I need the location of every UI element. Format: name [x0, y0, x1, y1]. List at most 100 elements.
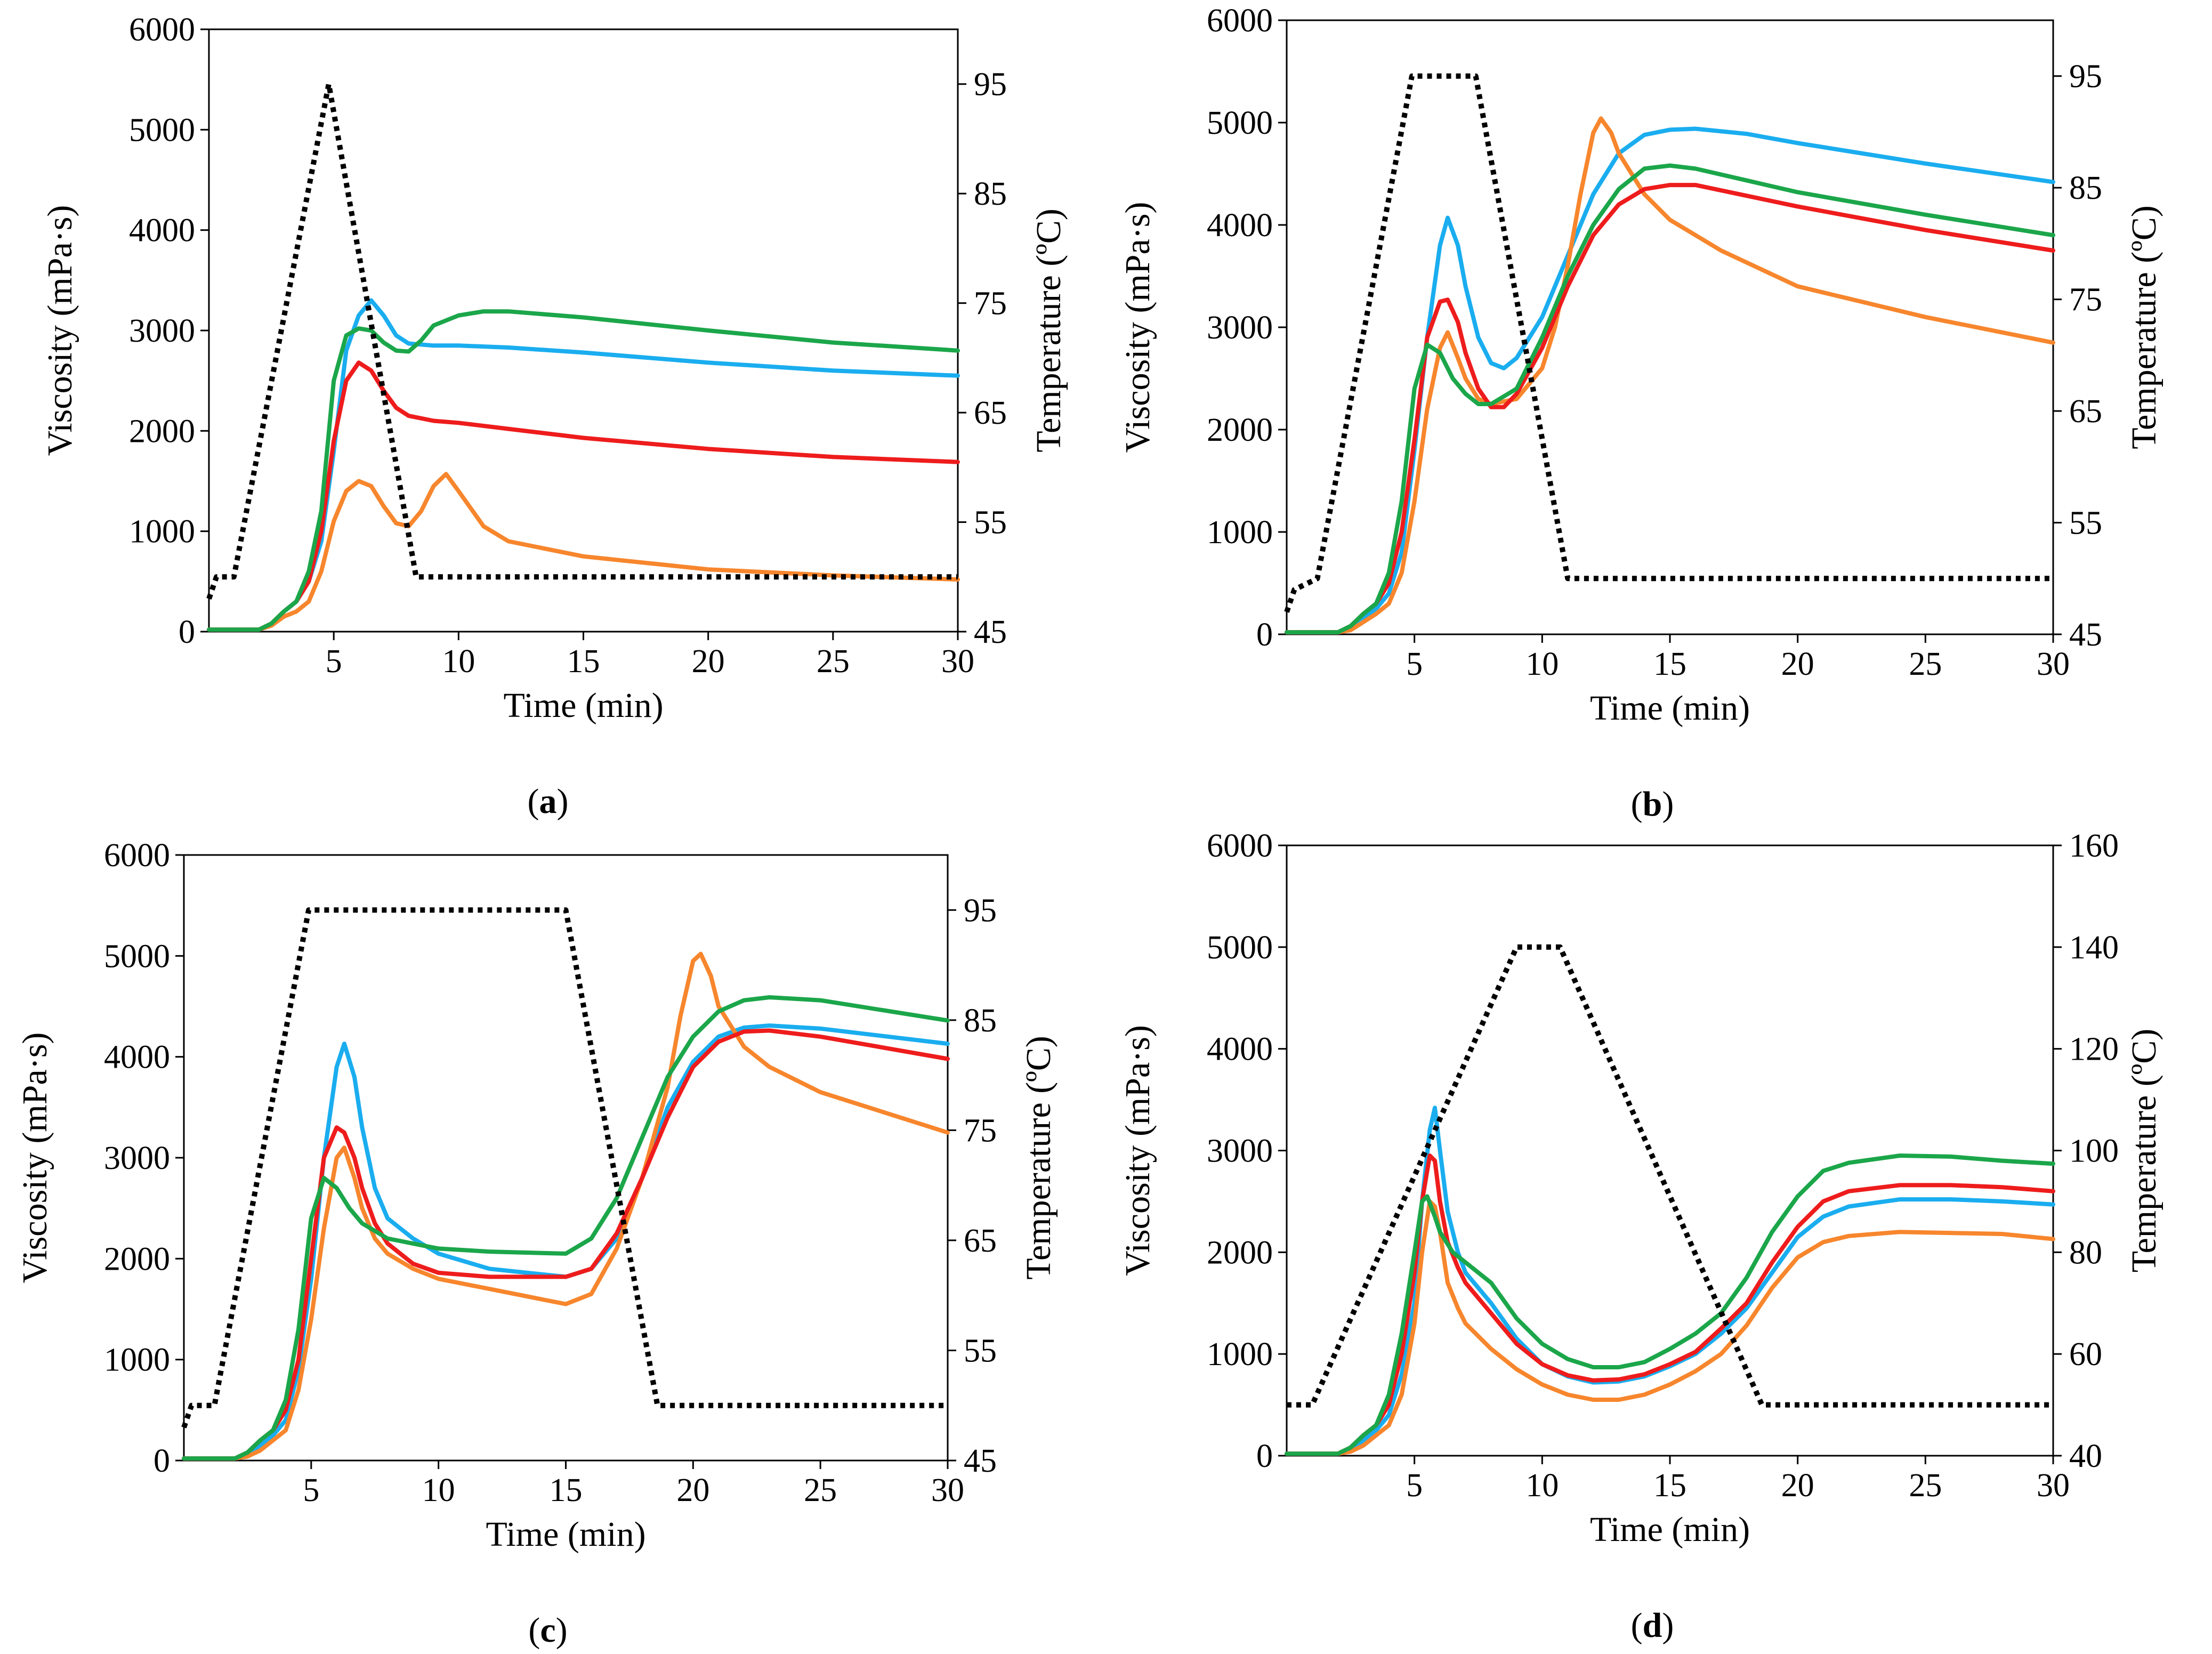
panel-a: 5 10 15 20 25 30 0 1000 2000 3000 4000 5000 6000 45 55… [41, 12, 1068, 821]
y2-tick-label: 95 [2069, 59, 2102, 95]
y2-tick-label: 140 [2069, 930, 2119, 966]
y2-tick-label: 75 [974, 286, 1007, 322]
x-tick-label: 25 [817, 643, 850, 680]
y2-tick-label: 55 [964, 1333, 997, 1369]
y-axis-title: Viscosity (mPa·s) [41, 205, 79, 456]
y-tick-label: 1000 [1207, 1336, 1273, 1373]
y2-tick-label: 85 [964, 1003, 997, 1039]
panel-label: (b) [1631, 785, 1674, 824]
series-line-temperature [181, 907, 948, 1429]
y-tick-label: 0 [1256, 617, 1273, 653]
y2-tick-label: 100 [2069, 1133, 2119, 1169]
panel-c: 5 10 15 20 25 30 0 1000 2000 3000 4000 5000 6000 45 55… [15, 837, 1058, 1650]
x-tick-label: 30 [941, 643, 974, 680]
y2-tick-label: 75 [964, 1112, 997, 1149]
y-tick-label: 1000 [1207, 514, 1273, 551]
y2-tick-label: 65 [974, 395, 1007, 431]
y2-tick-label: 160 [2069, 828, 2119, 864]
y-tick-label: 2000 [1207, 1235, 1273, 1271]
y-tick-label: 4000 [1207, 1031, 1273, 1068]
y-tick-label: 0 [179, 614, 195, 650]
x-axis-title: Time (min) [486, 1515, 645, 1554]
x-tick-label: 15 [1653, 1467, 1686, 1504]
x-tick-label: 30 [2037, 646, 2070, 682]
panel-label: (d) [1631, 1606, 1674, 1645]
x-axis-title: Time (min) [1590, 1510, 1750, 1549]
y-tick-label: 3000 [1207, 310, 1273, 346]
y-tick-label: 1000 [129, 514, 195, 550]
panel-d: 5 10 15 20 25 30 0 1000 2000 3000 4000 5000 6000 40 60… [1118, 828, 2163, 1645]
x-tick-label: 10 [1525, 646, 1559, 682]
y-tick-label: 2000 [104, 1241, 170, 1277]
panel-label: (c) [528, 1611, 567, 1650]
series-line-orange [1285, 116, 2055, 635]
y2-axis-title: Temperature (ºC) [1029, 208, 1068, 452]
y2-tick-label: 95 [964, 892, 997, 929]
y2-tick-label: 95 [974, 67, 1007, 103]
y-tick-label: 4000 [104, 1039, 170, 1076]
y-tick-label: 6000 [1207, 828, 1273, 864]
y2-tick-label: 80 [2069, 1235, 2102, 1271]
y-axis-title: Viscosity (mPa·s) [15, 1032, 54, 1284]
series-line-green [207, 309, 960, 632]
y-tick-label: 3000 [129, 313, 195, 349]
y2-axis-title: Temperature (ºC) [2125, 205, 2163, 449]
y2-axis-title: Temperature (ºC) [2125, 1029, 2163, 1272]
series-line-blue [182, 1023, 950, 1461]
series-line-green [1285, 1153, 2055, 1456]
y2-tick-label: 65 [2069, 393, 2102, 430]
panel-label: (a) [528, 782, 569, 821]
y-tick-label: 6000 [104, 837, 170, 874]
series-line-red [182, 1028, 950, 1461]
y2-axis-title: Temperature (ºC) [1019, 1036, 1058, 1279]
series-line-orange [207, 472, 960, 632]
series-line-temperature [1284, 73, 2053, 613]
x-tick-label: 15 [567, 643, 600, 680]
y-tick-label: 3000 [104, 1140, 170, 1176]
y2-tick-label: 55 [2069, 505, 2102, 542]
y-tick-label: 1000 [104, 1342, 170, 1378]
y2-tick-label: 55 [974, 505, 1007, 541]
series-line-orange [1285, 1199, 2055, 1456]
x-tick-label: 5 [303, 1472, 319, 1508]
x-tick-label: 15 [550, 1472, 583, 1508]
x-tick-label: 5 [1406, 646, 1423, 682]
series-line-orange [182, 951, 950, 1461]
series-line-green [1285, 163, 2055, 635]
x-tick-label: 10 [442, 643, 475, 680]
y-tick-label: 5000 [104, 938, 170, 974]
x-tick-label: 5 [326, 643, 342, 680]
x-tick-label: 10 [1525, 1467, 1559, 1504]
series-line-blue [1285, 1106, 2055, 1456]
y2-tick-label: 65 [964, 1223, 997, 1259]
x-tick-label: 5 [1406, 1467, 1423, 1504]
y2-tick-label: 45 [2069, 617, 2102, 653]
y2-tick-label: 60 [2069, 1336, 2102, 1373]
x-tick-label: 25 [1909, 1467, 1942, 1504]
y-tick-label: 0 [154, 1443, 170, 1479]
y-tick-label: 4000 [129, 213, 195, 249]
series-line-green [182, 995, 950, 1461]
y-tick-label: 3000 [1207, 1133, 1273, 1169]
x-tick-label: 30 [931, 1472, 964, 1508]
x-tick-label: 25 [1909, 646, 1942, 682]
y2-tick-label: 45 [974, 614, 1007, 650]
x-tick-label: 20 [1781, 1467, 1814, 1504]
y2-tick-label: 75 [2069, 282, 2102, 318]
y-tick-label: 5000 [1207, 930, 1273, 966]
y2-tick-label: 120 [2069, 1031, 2119, 1068]
y-tick-label: 2000 [129, 413, 195, 449]
y-tick-label: 5000 [1207, 105, 1273, 141]
series-line-temperature [206, 81, 958, 600]
x-tick-label: 20 [692, 643, 725, 680]
x-tick-label: 30 [2037, 1467, 2070, 1504]
y2-tick-label: 45 [964, 1443, 997, 1479]
y-tick-label: 5000 [129, 112, 195, 148]
y-axis-title: Viscosity (mPa·s) [1118, 202, 1157, 453]
x-tick-label: 20 [676, 1472, 709, 1508]
y-tick-label: 0 [1256, 1438, 1273, 1474]
y2-tick-label: 85 [974, 176, 1007, 212]
x-axis-title: Time (min) [503, 686, 663, 725]
x-tick-label: 15 [1653, 646, 1686, 682]
